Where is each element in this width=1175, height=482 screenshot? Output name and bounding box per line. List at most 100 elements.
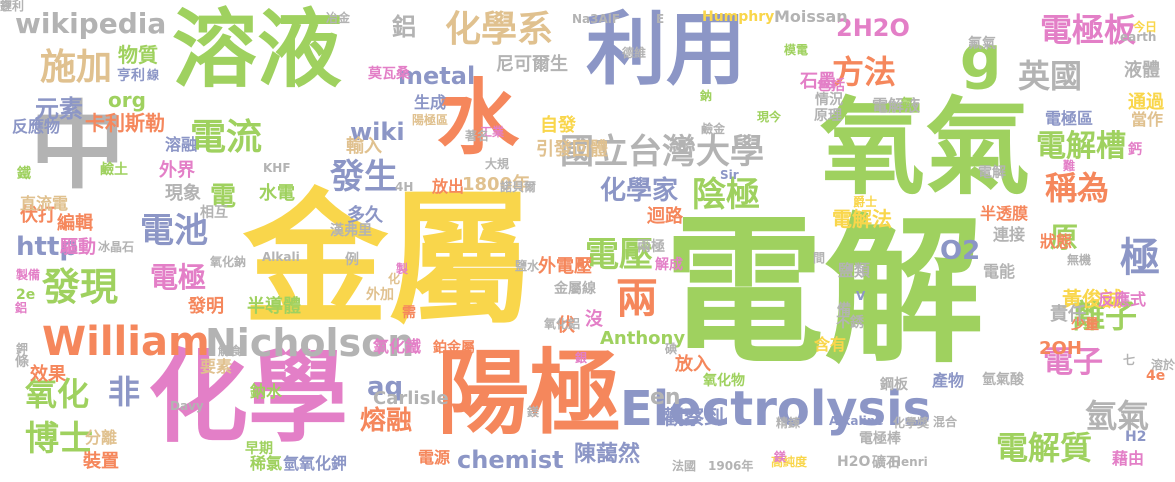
cloud-word: 黃俊誠 <box>1062 287 1122 311</box>
cloud-word: g <box>960 23 1002 91</box>
cloud-word: 藉由 <box>1112 449 1145 468</box>
cloud-word: 電解法 <box>832 207 892 231</box>
cloud-word: 精鍊 <box>776 416 801 430</box>
cloud-word: 極 <box>1120 235 1160 281</box>
cloud-word: 爵士 <box>853 195 878 209</box>
cloud-word: 鹽類 <box>838 261 871 280</box>
cloud-word: 莫瓦桑 <box>368 66 410 82</box>
cloud-word: 亨利 <box>0 0 25 13</box>
cloud-word: 冶金 <box>326 11 351 25</box>
cloud-word: V <box>856 289 866 303</box>
cloud-word: 外加 <box>366 287 394 303</box>
cloud-word: 中 <box>30 92 126 202</box>
cloud-word: 冰晶石 <box>98 240 135 254</box>
cloud-word: 1800年 <box>462 174 531 195</box>
cloud-word: 化學 <box>148 339 348 456</box>
cloud-word: 礦石 <box>872 455 900 471</box>
cloud-word: 施加 <box>40 47 113 88</box>
cloud-word: 電池 <box>140 211 208 251</box>
cloud-word: 放出 <box>432 177 465 196</box>
cloud-word: 4e <box>1146 368 1166 384</box>
cloud-word: 電壓 <box>585 235 653 275</box>
cloud-word: 電解液 <box>872 96 921 115</box>
cloud-word: 間 <box>813 251 826 265</box>
cloud-word: 半導體 <box>247 296 301 317</box>
cloud-word: O2 <box>940 236 981 266</box>
cloud-word: 氫氣酸 <box>982 372 1024 388</box>
cloud-word: 法國 <box>672 459 697 473</box>
cloud-word: 鎂 <box>774 450 787 464</box>
cloud-word: 電解 <box>664 198 985 385</box>
cloud-word: 鋰 <box>0 0 13 13</box>
cloud-word: Humphry <box>702 9 775 25</box>
cloud-word: 伏 <box>557 315 575 336</box>
cloud-word: 生成 <box>414 93 447 112</box>
cloud-word: Electrolysis <box>620 381 932 437</box>
cloud-word: 氧化 <box>25 375 90 413</box>
cloud-word: 4H <box>395 180 414 194</box>
cloud-word: 工業 <box>480 125 505 139</box>
cloud-word: 難 <box>1063 159 1076 173</box>
cloud-word: 電解質 <box>996 429 1093 467</box>
cloud-word: 元素 <box>35 95 83 123</box>
cloud-word: 電子 <box>1043 345 1103 380</box>
cloud-word: 水 <box>437 71 520 166</box>
cloud-word: 效果 <box>30 364 66 385</box>
cloud-word: 化學家 <box>600 176 679 206</box>
cloud-word: Na3AlF <box>572 12 621 26</box>
cloud-word: 電極棒 <box>859 431 901 447</box>
cloud-word: chemist <box>457 446 564 474</box>
cloud-word: 外電壓 <box>538 256 592 277</box>
cloud-word: 鈉水 <box>250 382 283 401</box>
cloud-word: Nicholson <box>205 321 415 365</box>
cloud-word: 半透膜 <box>980 204 1029 223</box>
cloud-word: 碘 <box>665 342 678 356</box>
cloud-word: 氟氣 <box>968 36 996 52</box>
cloud-word: wiki <box>350 118 405 146</box>
cloud-word: Carlisle <box>373 388 449 409</box>
cloud-word: 氧化鐵 <box>373 337 422 356</box>
cloud-word: Sir <box>720 168 739 182</box>
cloud-word: 卡利斯勒 <box>85 111 165 135</box>
cloud-word: 離子 <box>1073 297 1138 335</box>
cloud-word: 電極板 <box>1040 11 1137 49</box>
cloud-word: 沒 <box>585 309 603 330</box>
cloud-word: aq <box>367 372 404 402</box>
cloud-word: 解成 <box>655 257 683 273</box>
cloud-word: 電極 <box>150 261 207 294</box>
cloud-word: 七 <box>1123 353 1136 367</box>
cloud-word: 現象 <box>165 183 201 204</box>
cloud-word: 連接 <box>993 225 1026 244</box>
cloud-word: 鈉 <box>700 89 713 103</box>
cloud-word: 備 <box>837 302 851 318</box>
cloud-word: 需 <box>402 305 416 321</box>
cloud-word: 電 <box>210 182 237 212</box>
cloud-word: 亨利 <box>117 68 145 84</box>
cloud-word: 2OH <box>1039 338 1082 359</box>
cloud-word: 鋼板 <box>880 377 908 393</box>
cloud-word: 氧化鋁 <box>544 317 581 331</box>
cloud-word: 陰極 <box>692 175 760 215</box>
cloud-word: 無機 <box>1067 253 1092 267</box>
cloud-word: KHF <box>263 161 291 175</box>
cloud-word: 氧氣 <box>820 87 1031 209</box>
cloud-word: 氫氣 <box>1085 397 1150 435</box>
cloud-word: 2e <box>16 287 36 303</box>
cloud-word: 方法 <box>832 53 897 91</box>
cloud-word: 裝置 <box>83 451 119 472</box>
cloud-word: 編輯 <box>57 213 93 234</box>
cloud-word: 少量 <box>1071 317 1099 333</box>
cloud-word: 氧化物 <box>703 373 745 389</box>
cloud-word: 英國 <box>1018 57 1083 95</box>
cloud-word: 觀察到 <box>664 405 724 429</box>
cloud-word: 今日 <box>1133 20 1158 34</box>
cloud-word: 線 <box>147 68 160 82</box>
cloud-word: 化學系 <box>445 9 554 50</box>
cloud-word: 金屬線 <box>554 281 596 297</box>
cloud-word: 放入 <box>675 354 711 375</box>
cloud-word: en <box>650 385 681 410</box>
cloud-word: 反應式 <box>1098 290 1147 309</box>
cloud-word: http <box>16 232 78 262</box>
cloud-word: 金屬 <box>243 176 533 345</box>
cloud-word: 鹼金 <box>701 122 726 136</box>
